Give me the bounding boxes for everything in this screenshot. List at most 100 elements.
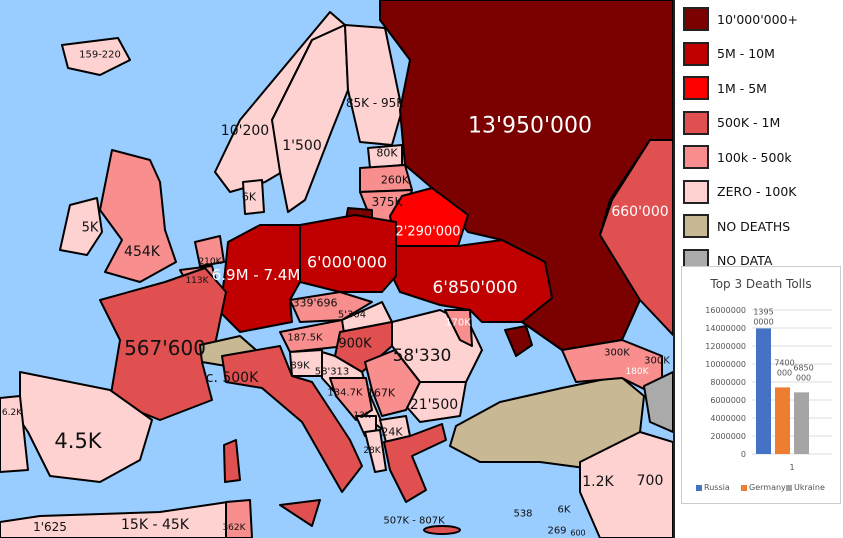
label-lithuania: 375K [371,195,403,209]
legend-item: ZERO - 100K [683,179,797,204]
label-czech: 339'696 [292,296,338,310]
label-spain: 4.5K [54,429,102,453]
legend-label: 1M - 5M [717,80,767,96]
region-uk [99,149,177,283]
label-poland: 6'000'000 [306,252,388,272]
region-albania [364,429,387,473]
legend-label: 500K - 1M [717,115,781,130]
label-syria: 1.2K [582,474,614,490]
label-kazakhstan: 660'000 [611,204,669,220]
legend-label: ZERO - 100K [717,184,797,199]
legend-swatch [683,76,709,100]
label-russia: 13'950'000 [467,113,593,139]
chart-plot: 0200000040000006000000800000010000000120… [705,306,832,472]
y-tick-label: 6000000 [710,396,746,405]
label-slovakia: 5'304 [337,309,367,321]
label-romania: 58'330 [392,346,452,366]
label-uk: 454K [124,244,160,260]
bar-germany [775,387,790,454]
chart-legend-label: Ukraine [794,483,825,492]
region-nodata [643,371,673,433]
legend-swatch [683,214,709,238]
label-ireland: 5K [81,220,99,236]
region-sicily [279,499,321,527]
label-germany: 6.9M - 7.4M [211,266,301,284]
region-serbia [364,349,421,417]
y-tick-label: 10000000 [705,360,746,369]
region-ukraine [389,239,553,323]
y-tick-label: 8000000 [710,378,746,387]
y-tick-label: 2000000 [710,432,746,441]
data-label: 000 [796,373,811,382]
label-azerbaijan: 300K [644,355,670,367]
region-czech [289,291,373,323]
label-bulgaria: 21'500 [409,397,459,413]
region-denmark [242,179,265,215]
label-latvia: 260K [380,173,410,187]
label-montenegro: 13K [353,411,371,421]
y-tick-label: 0 [741,450,746,459]
label-albania: 28K [363,446,381,456]
label-bosnia: 134.7K [327,387,363,399]
legend-item: 500K - 1M [683,110,781,135]
legend-swatch [683,7,709,31]
y-tick-label: 4000000 [710,414,746,423]
label-iceland: 159-220 [79,49,121,61]
label-macedonia: 24K [381,425,403,439]
chart-legend-item: Ukraine [786,483,825,492]
legend-label: NO DEATHS [717,218,791,234]
label-austria: 187.5K [287,332,323,344]
label-tunisia: 362K [222,523,246,533]
label-lebanon: 6K [557,504,571,516]
x-tick-label: 1 [789,463,794,472]
label-france: 567'600 [124,336,206,360]
data-label: 000 [777,368,792,377]
legend-item: 100k - 500k [683,145,792,169]
region-sardinia [223,439,241,483]
data-label: 0000 [753,317,773,326]
legend-item: NO DEATHS [683,214,790,238]
label-portugal: 6.2K [1,408,23,418]
label-italy: c. 500K [205,370,259,386]
label-belgium: 113K [185,276,209,286]
legend-label: 100k - 500k [717,149,792,165]
region-finland [344,24,403,146]
region-netherlands [194,235,225,267]
legend-item: 5M - 10M [683,41,775,66]
label-norway: 10'200 [220,123,270,139]
legend-swatch [683,41,709,66]
label-georgia: 300K [604,347,630,359]
label-moldova: 170K [445,317,471,329]
legend: 10'000'000+ 5M - 10M 1M - 5M 500K - 1M 100k … [673,0,843,538]
label-algeria: 15K - 45K [121,517,189,533]
y-tick-label: 14000000 [705,324,746,333]
label-greece: 507K - 807K [383,515,445,527]
legend-label: 5M - 10M [717,46,775,61]
chart-legend-item: Russia [696,483,730,492]
label-estonia: 80K [376,146,398,160]
region-sweden [271,24,349,213]
legend-label: NO DATA [717,253,773,268]
region-tunisia [225,499,253,538]
label-croatia: 58'313 [314,366,350,378]
europe-map [0,0,673,538]
label-belarus: 2'290'000 [395,224,461,240]
legend-label: 10'000'000+ [717,11,798,27]
region-greece [383,423,447,503]
label-hungary: 900K [338,336,372,352]
chart-legend-label: Russia [704,483,730,492]
data-label: 1395 [753,307,773,316]
label-iraq: 700 [636,473,664,489]
region-kazakhstan [599,139,673,336]
label-netherlands: 210K [198,257,222,267]
region-iceland [61,37,131,76]
chart-title: Top 3 Death Tolls [710,277,812,291]
region-ireland [59,197,103,256]
legend-item: 1M - 5M [683,76,767,100]
legend-swatch [683,179,709,204]
bar-russia [756,328,771,454]
label-morocco: 1'625 [33,520,67,534]
bar-chart: Top 3 Death Tolls 0 2000000 4000000 6000000… [681,266,841,504]
label-cyprus: 538 [513,508,533,520]
legend-swatch [683,145,709,169]
